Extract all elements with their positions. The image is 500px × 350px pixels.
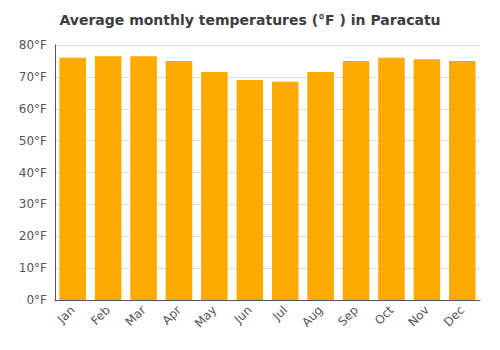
svg-text:0°F: 0°F — [26, 293, 47, 307]
svg-text:Jul: Jul — [269, 303, 290, 324]
svg-text:May: May — [192, 303, 219, 330]
svg-text:Jun: Jun — [231, 303, 255, 327]
svg-text:60°F: 60°F — [19, 102, 47, 116]
svg-text:30°F: 30°F — [19, 197, 47, 211]
svg-text:Dec: Dec — [441, 303, 467, 329]
svg-text:Nov: Nov — [405, 303, 431, 329]
svg-text:50°F: 50°F — [19, 134, 47, 148]
svg-text:Feb: Feb — [88, 303, 113, 328]
svg-text:Average monthly temperatures (: Average monthly temperatures (°F ) in Pa… — [59, 12, 440, 28]
svg-text:20°F: 20°F — [19, 229, 47, 243]
svg-text:70°F: 70°F — [19, 70, 47, 84]
svg-text:80°F: 80°F — [19, 38, 47, 52]
svg-text:Aug: Aug — [299, 303, 325, 329]
svg-text:Jan: Jan — [54, 303, 78, 327]
svg-text:Apr: Apr — [159, 303, 184, 328]
svg-text:Oct: Oct — [372, 303, 397, 328]
svg-text:40°F: 40°F — [19, 166, 47, 180]
svg-text:Sep: Sep — [335, 303, 361, 329]
svg-text:10°F: 10°F — [19, 261, 47, 275]
svg-text:Mar: Mar — [123, 303, 149, 329]
